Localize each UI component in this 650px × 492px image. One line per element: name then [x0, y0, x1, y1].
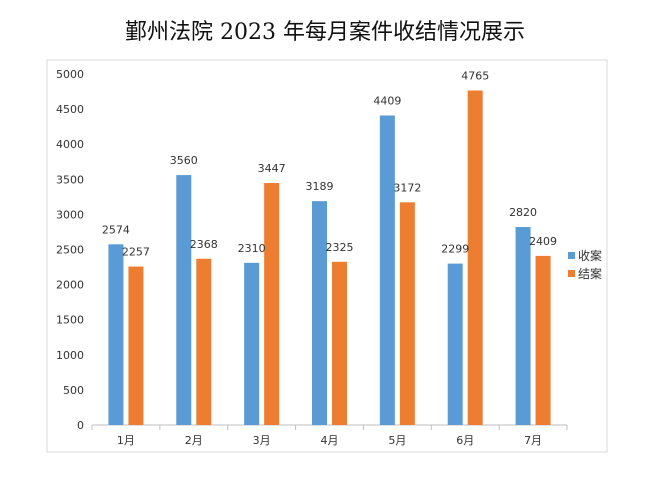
- data-label: 2299: [441, 243, 469, 256]
- bar-closed: [467, 90, 483, 425]
- data-label: 3560: [170, 154, 198, 167]
- bar-received: [244, 262, 260, 425]
- bar-received: [176, 175, 192, 425]
- bar-closed: [535, 255, 551, 425]
- y-tick-label: 2500: [56, 244, 84, 257]
- data-label: 2820: [509, 206, 537, 219]
- data-label: 2574: [102, 223, 130, 236]
- y-tick-label: 1500: [56, 314, 84, 327]
- y-tick-label: 1000: [56, 349, 84, 362]
- data-labels: 2574 3560 2310 3189 4409 2299 2820 2257 2368 3447…: [102, 69, 557, 258]
- x-tick-label: 2月: [185, 434, 203, 447]
- bar-closed: [196, 258, 212, 425]
- bar-received: [108, 244, 124, 425]
- x-tick-label: 3月: [253, 434, 271, 447]
- data-label: 2310: [238, 242, 266, 255]
- data-label: 4765: [461, 69, 489, 82]
- data-label: 2409: [529, 235, 557, 248]
- y-tick-label: 4000: [56, 138, 84, 151]
- x-tick-label: 5月: [388, 434, 406, 447]
- bar-closed: [128, 266, 144, 425]
- bar-received: [515, 227, 531, 425]
- y-tick-label: 500: [63, 384, 84, 397]
- y-tick-label: 3500: [56, 173, 84, 186]
- bar-received: [447, 263, 463, 425]
- y-tick-label: 2000: [56, 279, 84, 292]
- bar-closed: [399, 202, 415, 425]
- data-label: 2325: [326, 241, 354, 254]
- y-tick-label: 4500: [56, 103, 84, 116]
- data-label: 4409: [373, 94, 401, 107]
- x-tick-label: 4月: [321, 434, 339, 447]
- bar-closed: [332, 261, 347, 425]
- bar-received: [312, 201, 327, 425]
- legend-label: 收案: [578, 248, 602, 263]
- y-tick-label: 5000: [56, 68, 84, 81]
- x-tick-label: 6月: [456, 434, 474, 447]
- x-tick-label: 1月: [117, 434, 135, 447]
- y-tick-label: 3000: [56, 208, 84, 221]
- legend-swatch: [568, 252, 575, 259]
- legend-swatch: [568, 270, 575, 277]
- data-label: 3172: [393, 181, 421, 194]
- legend-label: 结案: [578, 266, 602, 281]
- x-axis: 1月 2月 3月 4月 5月 6月 7月: [91, 424, 568, 447]
- data-label: 3447: [258, 162, 286, 175]
- data-label: 2368: [190, 238, 218, 251]
- bars: [108, 90, 551, 426]
- bar-received: [379, 115, 395, 426]
- y-tick-label: 0: [77, 419, 84, 432]
- chart-frame: [46, 59, 608, 453]
- chart-title: 鄞州法院 2023 年每月案件收结情况展示: [125, 20, 525, 45]
- data-label: 3189: [306, 180, 334, 193]
- y-axis: 0 500 1000 1500 2000 2500 3000 3500 4000 4500 5000: [56, 68, 84, 432]
- x-tick-label: 7月: [524, 434, 542, 447]
- data-label: 2257: [122, 246, 150, 259]
- bar-closed: [264, 183, 280, 425]
